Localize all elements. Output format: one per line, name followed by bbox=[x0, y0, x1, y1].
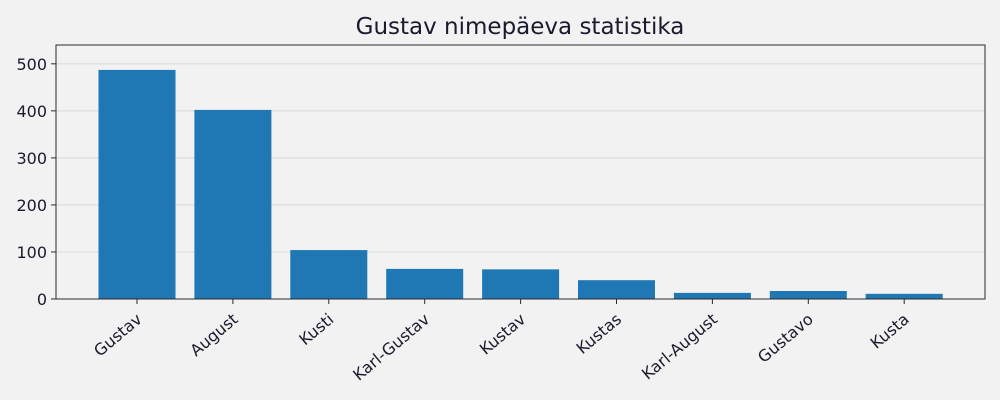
x-tick-label: Kustas bbox=[573, 310, 626, 358]
bar-karl-gustav bbox=[386, 268, 464, 299]
x-tick-label: Kustav bbox=[476, 310, 529, 359]
y-tick-label: 100 bbox=[16, 243, 47, 262]
bar-karl-august bbox=[673, 292, 751, 299]
bar-gustavo bbox=[769, 291, 847, 299]
y-tick-label: 400 bbox=[16, 102, 47, 121]
y-axis: 0 100 200 300 400 500 bbox=[16, 55, 56, 309]
x-tick-label: Kusti bbox=[295, 310, 337, 350]
bars bbox=[98, 69, 943, 300]
x-tick-label: Gustavo bbox=[754, 310, 817, 367]
bar-kustav bbox=[482, 269, 560, 299]
x-tick-label: Karl-Gustav bbox=[349, 310, 433, 385]
y-tick-label: 200 bbox=[16, 196, 47, 215]
bar-kusta bbox=[865, 293, 943, 299]
bar-kustas bbox=[578, 280, 655, 299]
x-tick-label: Kusta bbox=[867, 310, 913, 353]
y-tick-label: 0 bbox=[37, 290, 47, 309]
y-tick-label: 500 bbox=[16, 55, 47, 74]
x-tick-label: Gustav bbox=[90, 310, 145, 361]
chart-title: Gustav nimepäeva statistika bbox=[356, 14, 685, 40]
bar-gustav bbox=[98, 69, 176, 299]
x-tick-label: August bbox=[186, 310, 241, 361]
y-tick-label: 300 bbox=[16, 149, 47, 168]
bar-august bbox=[194, 109, 272, 300]
x-axis: Gustav August Kusti Karl-Gustav Kustav Kustas… bbox=[90, 299, 913, 384]
bar-kusti bbox=[290, 250, 368, 299]
x-tick-label: Karl-August bbox=[638, 310, 721, 384]
